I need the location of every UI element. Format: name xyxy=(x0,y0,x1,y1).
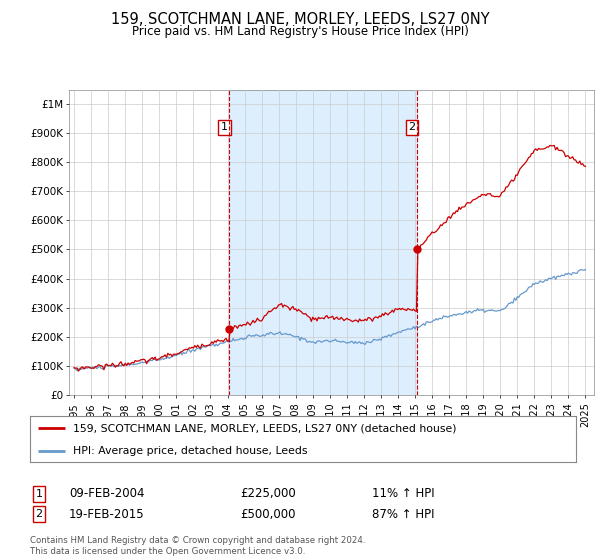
Text: 09-FEB-2004: 09-FEB-2004 xyxy=(69,487,145,501)
Text: 2: 2 xyxy=(409,123,416,132)
Text: HPI: Average price, detached house, Leeds: HPI: Average price, detached house, Leed… xyxy=(73,446,307,456)
Text: 19-FEB-2015: 19-FEB-2015 xyxy=(69,507,145,521)
Text: 2: 2 xyxy=(35,509,43,519)
Text: 1: 1 xyxy=(35,489,43,499)
Text: 159, SCOTCHMAN LANE, MORLEY, LEEDS, LS27 0NY: 159, SCOTCHMAN LANE, MORLEY, LEEDS, LS27… xyxy=(110,12,490,27)
Text: Price paid vs. HM Land Registry's House Price Index (HPI): Price paid vs. HM Land Registry's House … xyxy=(131,25,469,38)
Text: £500,000: £500,000 xyxy=(240,507,296,521)
Text: 11% ↑ HPI: 11% ↑ HPI xyxy=(372,487,434,501)
Text: Contains HM Land Registry data © Crown copyright and database right 2024.
This d: Contains HM Land Registry data © Crown c… xyxy=(30,536,365,556)
Text: 1: 1 xyxy=(221,123,228,132)
Bar xyxy=(229,90,417,395)
Text: 87% ↑ HPI: 87% ↑ HPI xyxy=(372,507,434,521)
Text: £225,000: £225,000 xyxy=(240,487,296,501)
Text: 159, SCOTCHMAN LANE, MORLEY, LEEDS, LS27 0NY (detached house): 159, SCOTCHMAN LANE, MORLEY, LEEDS, LS27… xyxy=(73,423,456,433)
